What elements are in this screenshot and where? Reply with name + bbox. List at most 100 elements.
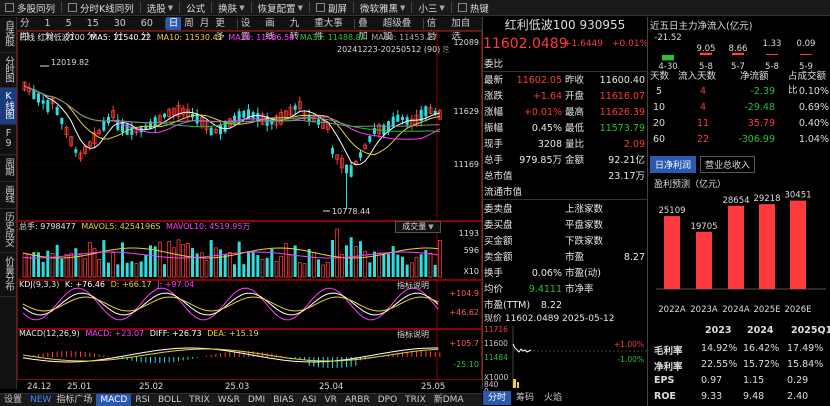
indicator-tab[interactable]: VR — [324, 395, 337, 405]
panel-border — [17, 329, 482, 380]
volume-bar — [64, 254, 69, 278]
fin-table-header: 2023 2024 2025Q1 — [648, 325, 830, 339]
fin-value: 9.48 — [743, 391, 765, 402]
period-item[interactable]: 30分 — [113, 18, 126, 42]
quote-tab[interactable]: 筹码 — [516, 393, 535, 403]
fin-value: 15.84% — [787, 359, 824, 370]
tab-intraday[interactable]: 分时图 — [0, 53, 17, 88]
tab-kline[interactable]: K线图 — [0, 88, 17, 125]
panel-border — [17, 280, 482, 329]
quote-tab[interactable]: 分时 — [483, 391, 512, 405]
period-item[interactable]: 60分 — [140, 18, 153, 42]
formula-button[interactable]: 公式 — [181, 0, 210, 16]
period-item[interactable]: 叠加 — [358, 18, 368, 42]
period-item[interactable]: 1分 — [44, 18, 55, 42]
volume-bar — [321, 264, 326, 278]
volume-bar — [41, 261, 45, 277]
tab-history-trades[interactable]: 历史成交 — [0, 209, 17, 253]
quote-price-row: 11602.0489 +1.6449 +0.01% — [483, 36, 648, 53]
indicator-tab[interactable]: RSI — [135, 395, 150, 405]
stat-right-label: 平盘家数 — [565, 220, 604, 231]
profit-value: 29218 — [753, 194, 780, 204]
indicator-tab[interactable]: 指标广场 — [56, 395, 93, 405]
period-item[interactable]: 加自选 — [451, 18, 471, 42]
period-item[interactable]: 日 — [165, 17, 182, 30]
quote-stat-row: 换手 0.06% 市盈(动) — [483, 266, 647, 281]
indicator-tab[interactable]: 设置 — [4, 395, 23, 405]
kdj-indicator-help[interactable]: 指标说明 — [397, 280, 429, 291]
tab-period[interactable]: 周期 — [0, 155, 17, 182]
toolbar-divider — [450, 2, 452, 13]
volume-bar — [247, 251, 250, 277]
tab-price-volume[interactable]: 价量分布 — [0, 253, 17, 297]
high-point-note: 12019.82 — [51, 58, 89, 67]
macd-legend: MACD(12,26,9) MACD: +23.07 DIFF: +26.73 … — [19, 329, 259, 338]
period-item[interactable]: 月 — [199, 18, 210, 29]
fin-label: ROE — [654, 391, 676, 402]
candle-body — [242, 111, 246, 118]
multi-kline-button[interactable]: 分时K线同列 — [63, 0, 139, 16]
indicator-tab[interactable]: ARBR — [344, 395, 370, 405]
quote-stat-row: 市盈(TTM) 8.22 — [483, 298, 647, 313]
profit-tab[interactable]: 营业总收入 — [700, 156, 756, 173]
period-item[interactable]: 设置 — [240, 18, 251, 42]
indicator-tab[interactable]: NEW — [30, 395, 52, 405]
period-item[interactable]: 15分 — [86, 18, 99, 42]
second-screen-button[interactable]: 副屏 — [311, 0, 352, 16]
indicator-tab[interactable]: ASI — [301, 395, 317, 405]
settings-icon[interactable]: ⎘ — [442, 45, 450, 54]
ma5-value: MA5: 11540.22 — [90, 33, 152, 42]
low-point-note: 10778.44 — [332, 207, 370, 216]
font-select-button[interactable]: 微软雅黑 ▼ — [355, 0, 410, 16]
tab-drawing[interactable]: 画线 — [0, 182, 17, 209]
indicator-tab[interactable]: BIAS — [273, 395, 294, 405]
indicator-tab[interactable]: DMI — [247, 395, 266, 405]
flow-in-days: 11 — [696, 118, 710, 129]
quote-tab[interactable]: 火焰 — [544, 393, 563, 403]
restore-config-button[interactable]: 恢复配置 ▼ — [253, 0, 308, 16]
indicator-tab[interactable]: MACD — [96, 394, 132, 406]
indicator-tab[interactable]: DPO — [377, 395, 398, 405]
stock-picker-button[interactable]: 选股 ▼ — [142, 0, 178, 16]
period-item[interactable]: 重大事件 — [314, 18, 343, 42]
period-item[interactable]: 分时 — [20, 18, 30, 42]
quote-title: 红利低波100 930955 — [504, 18, 626, 32]
indicator-tab[interactable]: BOLL — [157, 395, 182, 405]
period-item[interactable]: 九转 — [289, 18, 300, 42]
macd-indicator-help[interactable]: 指标说明 — [397, 329, 429, 340]
forecast-label: 盈利预测（亿元） — [654, 180, 727, 190]
mini-axis-label: 11600 — [484, 339, 508, 348]
indicator-tab[interactable]: TRIX — [189, 395, 210, 405]
quote-value: 2.09 — [623, 139, 645, 150]
kline-chart-area[interactable]: 24.12 25.01 25.02 25.03 25.04 25.05 日线 红利低波10… — [17, 31, 482, 389]
indicator-tab[interactable]: TRIX — [405, 395, 426, 405]
tab-f9[interactable]: F9 — [0, 125, 17, 155]
tab-watchlist[interactable]: 自选股 — [0, 17, 17, 53]
candle-body — [345, 164, 348, 174]
skin-button[interactable]: 换肤 ▼ — [213, 0, 249, 16]
macd-help-label: 指标说明 — [397, 330, 429, 339]
volume-bar — [265, 257, 269, 277]
font-size-select[interactable]: 小三 ▼ — [413, 0, 449, 16]
profit-tab[interactable]: 日净利润 — [650, 156, 697, 173]
volume-bar — [437, 239, 442, 278]
hotkey-button[interactable]: 热键 — [453, 0, 494, 16]
period-item[interactable]: 信息 — [426, 18, 437, 42]
multi-stock-button[interactable]: 多股同列 — [0, 0, 60, 16]
volume-bar — [283, 243, 288, 278]
period-item[interactable]: 画线 — [265, 18, 275, 42]
volume-bar — [401, 256, 404, 277]
period-item[interactable]: 更多 — [215, 18, 225, 42]
period-item[interactable]: 周 — [184, 18, 194, 29]
flow-in-days: 4 — [699, 86, 707, 97]
profit-year: 2024A — [722, 305, 750, 315]
indicator-tab[interactable]: 新DMA — [433, 395, 464, 405]
period-item[interactable]: 5分 — [65, 18, 76, 42]
kline-chart-svg[interactable]: 24.12 25.01 25.02 25.03 25.04 25.05 — [17, 31, 482, 389]
period-item[interactable]: 超级叠加 — [382, 18, 412, 42]
volume-bar — [387, 254, 390, 277]
volume-type-select[interactable]: 成交量 ▼ — [395, 221, 441, 233]
indicator-tab[interactable]: W&R — [217, 395, 240, 405]
volume-bar — [331, 240, 334, 277]
mini-intraday-chart[interactable] — [483, 324, 647, 388]
